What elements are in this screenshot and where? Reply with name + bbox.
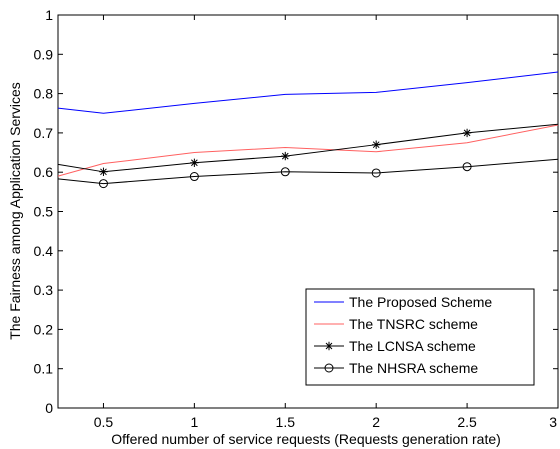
y-tick-label: 0.3 [34, 282, 54, 298]
legend-label: The NHSRA scheme [349, 360, 478, 376]
y-tick-label: 0 [45, 400, 53, 416]
y-tick-label: 0.8 [34, 86, 54, 102]
series-line [57, 71, 559, 114]
x-tick-label: 0.5 [94, 414, 114, 430]
legend-label: The TNSRC scheme [349, 316, 478, 332]
y-tick-label: 0.9 [34, 46, 54, 62]
data-point-asterisk [99, 167, 108, 177]
y-tick-label: 1 [45, 7, 53, 23]
legend-box [305, 288, 535, 386]
legend: The Proposed Scheme The TNSRC scheme The L… [305, 288, 535, 386]
legend-label: The LCNSA scheme [349, 338, 476, 354]
x-tick-label: 2.5 [457, 414, 477, 430]
y-tick-label: 0.4 [34, 243, 54, 259]
x-tick-label: 1 [190, 414, 198, 430]
y-tick-label: 0.7 [34, 125, 54, 141]
data-point-circle [189, 172, 199, 182]
y-axis-label: The Fairness among Application Services [7, 82, 23, 340]
series-line [57, 158, 559, 185]
data-point-asterisk [324, 341, 334, 351]
series-markers [98, 128, 472, 189]
y-tick-label: 0.1 [34, 361, 54, 377]
legend-label: The Proposed Scheme [349, 294, 492, 310]
series-line [57, 124, 559, 177]
data-point-asterisk [462, 128, 472, 138]
data-point-circle [280, 167, 290, 177]
data-point-circle [98, 179, 108, 189]
x-tick-label: 1.5 [276, 414, 296, 430]
data-point-circle [371, 168, 381, 178]
x-tick-label: 3 [549, 414, 557, 430]
x-tick-label: 2 [372, 414, 380, 430]
y-tick-label: 0.5 [34, 204, 54, 220]
x-axis-label: Offered number of service requests (Requ… [111, 431, 501, 447]
axis-ticks: 0 0.1 0.2 0.3 0.4 0.5 0.6 0.7 0.8 0.9 1 0.5 1 1.5 2 2.5… [34, 7, 559, 430]
y-tick-label: 0.2 [34, 321, 54, 337]
data-point-circle [324, 363, 334, 373]
data-point-asterisk [281, 151, 290, 161]
data-point-asterisk [190, 158, 199, 167]
data-point-circle [462, 162, 472, 172]
y-tick-label: 0.6 [34, 164, 54, 180]
data-point-asterisk [371, 140, 381, 149]
